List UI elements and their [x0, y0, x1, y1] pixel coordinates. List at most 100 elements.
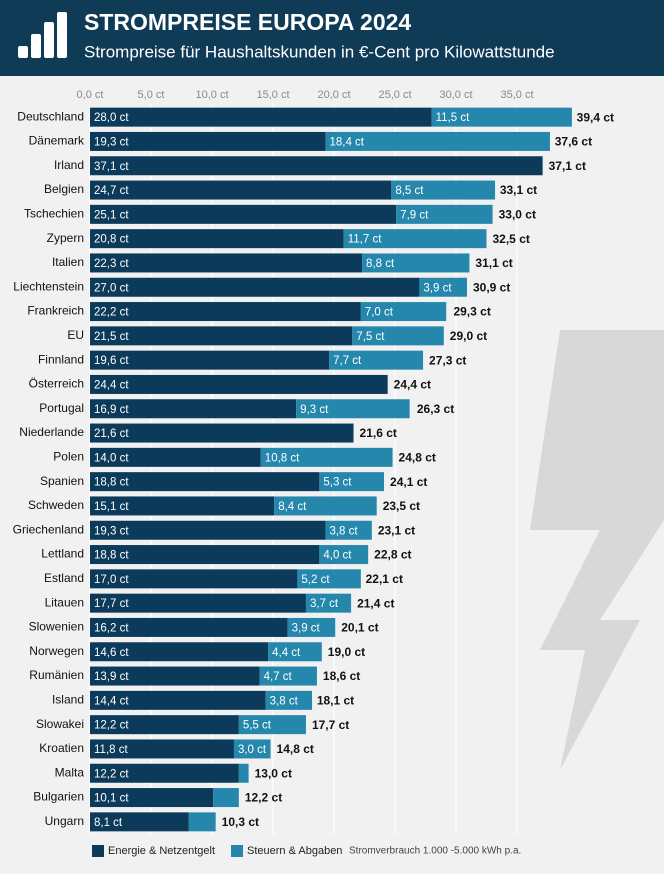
- category-label: Slowenien: [29, 620, 84, 634]
- bar-segment: [90, 788, 214, 808]
- bar-segment: [396, 204, 493, 224]
- segment-label: 11,7 ct: [348, 234, 382, 246]
- x-tick-label: 5,0 ct: [138, 89, 165, 101]
- x-tick-label: 25,0 ct: [378, 89, 411, 101]
- category-label: Lettland: [41, 547, 84, 561]
- segment-label: 3,0 ct: [238, 744, 267, 756]
- total-label: 26,3 ct: [417, 402, 454, 416]
- total-label: 17,7 ct: [312, 718, 349, 732]
- category-label: Slowakei: [36, 717, 84, 731]
- segment-label: 19,3 ct: [94, 525, 129, 537]
- header-band: [0, 0, 664, 76]
- bar-segment: [90, 350, 330, 370]
- bar-segment: [90, 472, 320, 492]
- bar-segment: [297, 569, 361, 589]
- bar-segment: [90, 399, 297, 419]
- bar-segment: [296, 399, 410, 419]
- segment-label: 21,5 ct: [94, 331, 129, 343]
- bar-segment: [238, 763, 249, 783]
- bar-segment: [274, 496, 377, 516]
- total-label: 21,4 ct: [357, 596, 394, 610]
- x-tick-label: 15,0 ct: [256, 89, 289, 101]
- category-label: Österreich: [29, 377, 84, 391]
- bar-segment: [90, 739, 234, 759]
- category-label: Bulgarien: [33, 790, 84, 804]
- total-label: 24,1 ct: [390, 475, 427, 489]
- category-label: Frankreich: [27, 304, 84, 318]
- bar-segment: [90, 447, 261, 467]
- bar-segment: [238, 715, 306, 735]
- category-label: Estland: [44, 571, 84, 585]
- category-label: Zypern: [47, 231, 84, 245]
- total-label: 37,1 ct: [549, 159, 586, 173]
- bar-segment: [90, 812, 189, 832]
- total-label: 14,8 ct: [277, 742, 314, 756]
- segment-label: 7,5 ct: [356, 331, 385, 343]
- x-tick-label: 30,0 ct: [439, 89, 472, 101]
- category-label: Kroatien: [39, 741, 84, 755]
- x-tick-label: 35,0 ct: [500, 89, 533, 101]
- total-label: 20,1 ct: [341, 621, 378, 635]
- category-label: Portugal: [39, 401, 84, 415]
- segment-label: 21,6 ct: [94, 428, 129, 440]
- segment-label: 19,3 ct: [94, 136, 129, 148]
- bar-segment: [329, 350, 424, 370]
- legend-label: Energie & Netzentgelt: [108, 845, 215, 857]
- segment-label: 10,1 ct: [94, 793, 129, 805]
- segment-label: 14,6 ct: [94, 647, 129, 659]
- category-label: Finnland: [38, 352, 84, 366]
- segment-label: 5,3 ct: [323, 477, 352, 489]
- total-label: 30,9 ct: [473, 280, 510, 294]
- bar-segment: [90, 326, 353, 346]
- segment-label: 3,9 ct: [423, 282, 452, 294]
- segment-label: 10,8 ct: [265, 452, 300, 464]
- segment-label: 22,3 ct: [94, 258, 129, 270]
- segment-label: 20,8 ct: [94, 234, 129, 246]
- bar-segment: [90, 423, 354, 443]
- total-label: 29,3 ct: [453, 305, 490, 319]
- category-label: Island: [52, 693, 84, 707]
- total-label: 23,1 ct: [378, 523, 415, 537]
- segment-label: 17,0 ct: [94, 574, 129, 586]
- segment-label: 3,8 ct: [270, 695, 299, 707]
- segment-label: 8,4 ct: [278, 501, 307, 513]
- bar-segment: [90, 715, 239, 735]
- segment-label: 28,0 ct: [94, 112, 129, 124]
- category-label: Deutschland: [17, 109, 84, 123]
- category-label: Rumänien: [29, 668, 84, 682]
- segment-label: 8,5 ct: [395, 185, 424, 197]
- segment-label: 13,9 ct: [94, 671, 129, 683]
- total-label: 12,2 ct: [245, 791, 282, 805]
- bar-segment: [90, 666, 260, 686]
- total-label: 32,5 ct: [493, 232, 530, 246]
- bar-segment: [352, 326, 444, 346]
- bar-segment: [233, 739, 271, 759]
- category-label: EU: [67, 328, 84, 342]
- segment-label: 12,2 ct: [94, 720, 129, 732]
- bar-segment: [90, 690, 266, 710]
- bar-segment: [362, 253, 470, 273]
- segment-label: 8,1 ct: [94, 817, 123, 829]
- segment-label: 7,7 ct: [333, 355, 362, 367]
- segment-label: 11,8 ct: [94, 744, 128, 756]
- total-label: 18,6 ct: [323, 669, 360, 683]
- category-label: Litauen: [45, 595, 84, 609]
- legend-label: Steuern & Abgaben: [247, 845, 342, 857]
- segment-label: 3,8 ct: [329, 525, 358, 537]
- bar-segment: [360, 302, 447, 322]
- category-label: Niederlande: [19, 425, 84, 439]
- bar-segment: [265, 690, 313, 710]
- segment-label: 5,2 ct: [301, 574, 330, 586]
- category-label: Tschechien: [24, 207, 84, 221]
- segment-label: 37,1 ct: [94, 161, 129, 173]
- segment-label: 17,7 ct: [94, 598, 129, 610]
- segment-label: 15,1 ct: [94, 501, 129, 513]
- segment-label: 4,4 ct: [272, 647, 301, 659]
- total-label: 18,1 ct: [317, 694, 354, 708]
- bar-segment: [90, 496, 275, 516]
- segment-label: 16,9 ct: [94, 404, 129, 416]
- bar-segment: [90, 642, 269, 662]
- bar-segment: [90, 545, 320, 565]
- total-label: 22,8 ct: [374, 548, 411, 562]
